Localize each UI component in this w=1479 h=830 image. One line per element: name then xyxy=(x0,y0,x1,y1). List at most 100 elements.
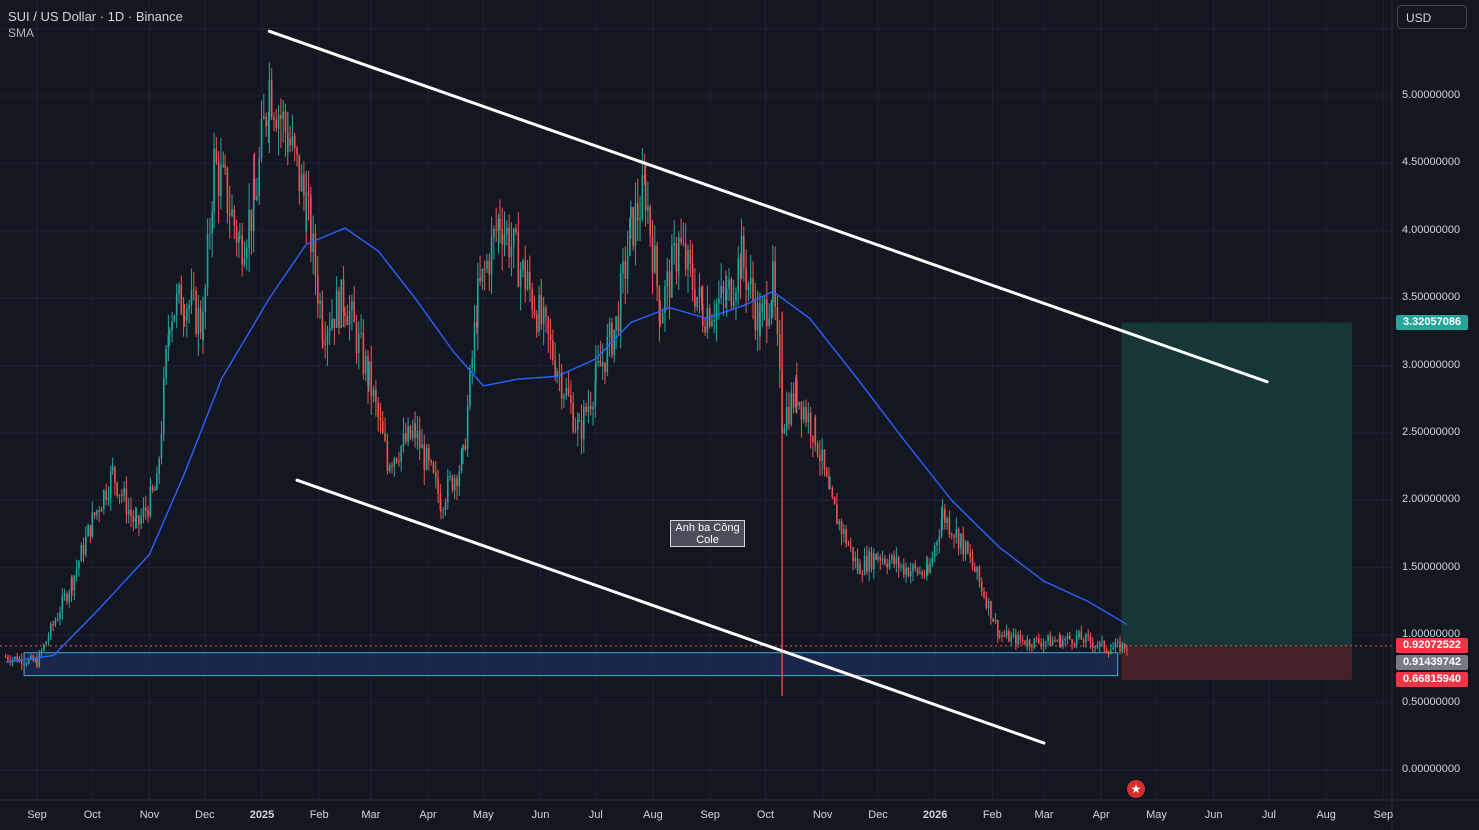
candle-body xyxy=(538,295,540,332)
candle-body xyxy=(840,520,843,534)
candle-body xyxy=(446,476,449,503)
candle-body xyxy=(870,551,873,570)
candle-body xyxy=(338,291,340,328)
candle-body xyxy=(411,430,414,439)
candle-body xyxy=(1089,636,1092,643)
candle-body xyxy=(1085,634,1087,643)
candle-body xyxy=(743,235,745,268)
candle-body xyxy=(823,449,826,470)
candle-body xyxy=(243,258,246,265)
candle-body xyxy=(391,465,393,467)
candle-body xyxy=(7,656,9,661)
candle-body xyxy=(838,520,841,525)
candle-body xyxy=(52,623,54,626)
candle-body xyxy=(724,292,727,301)
candle-body xyxy=(63,594,66,596)
candle-body xyxy=(649,206,652,236)
candle-body xyxy=(587,405,590,413)
candle-body xyxy=(763,299,766,305)
candle-body xyxy=(25,663,28,665)
candle-body xyxy=(473,322,476,359)
x-tick-label: Mar xyxy=(361,809,381,821)
us-flag-event-icon[interactable]: ★ xyxy=(1125,778,1147,800)
candle-body xyxy=(460,451,463,472)
y-tick-label: 4.00000000 xyxy=(1402,223,1461,236)
candle-body xyxy=(303,173,305,196)
candle-body xyxy=(698,287,701,297)
candle-body xyxy=(1123,643,1126,649)
candle-body xyxy=(34,658,37,662)
candle-body xyxy=(386,440,389,461)
x-tick-label: Nov xyxy=(812,809,833,821)
candle-body xyxy=(812,436,814,443)
candle-body xyxy=(946,518,948,523)
candle-body xyxy=(656,245,658,287)
candle-body xyxy=(437,477,439,494)
candle-body xyxy=(173,315,176,322)
candle-body xyxy=(1071,639,1073,645)
candle-body xyxy=(107,497,110,500)
candle-body xyxy=(400,446,403,462)
candle-body xyxy=(1078,631,1080,638)
candle-body xyxy=(316,275,319,304)
candle-body xyxy=(135,515,138,519)
candle-body xyxy=(451,476,454,491)
candle-body xyxy=(265,116,267,127)
candle-body xyxy=(854,558,857,562)
candle-body xyxy=(1075,635,1078,645)
currency-button[interactable]: USD xyxy=(1397,5,1467,29)
text-annotation[interactable]: Anh ba Công Cole xyxy=(670,520,745,547)
candle-body xyxy=(833,497,836,505)
candle-body xyxy=(971,557,974,567)
candle-body xyxy=(483,268,486,270)
candle-body xyxy=(368,361,370,386)
candle-body xyxy=(27,658,30,664)
candle-body xyxy=(619,273,622,332)
candle-body xyxy=(228,213,231,216)
candle-body xyxy=(1049,635,1052,646)
candle-body xyxy=(671,245,673,298)
candle-body xyxy=(552,340,554,361)
candle-body xyxy=(580,420,583,440)
candle-body xyxy=(739,258,742,280)
candle-body xyxy=(59,612,61,619)
candle-body xyxy=(490,236,493,275)
current-price-tag: 0.92072522 xyxy=(1396,637,1468,653)
candle-body xyxy=(955,529,958,538)
candle-body xyxy=(651,235,654,273)
candle-body xyxy=(933,545,936,557)
candle-body xyxy=(1024,640,1026,645)
candle-body xyxy=(994,620,997,622)
candle-body xyxy=(256,196,258,200)
candle-body xyxy=(493,229,495,237)
x-tick-label: Sep xyxy=(27,809,47,821)
candle-body xyxy=(730,279,733,307)
candle-body xyxy=(597,360,599,363)
candle-body xyxy=(118,494,121,496)
candle-body xyxy=(14,656,16,659)
candle-body xyxy=(428,448,430,461)
candle-body xyxy=(578,420,581,422)
candle-body xyxy=(720,285,722,299)
candle-body xyxy=(687,249,689,270)
sma-line xyxy=(5,227,1128,663)
x-tick-label: Dec xyxy=(868,809,888,821)
candle-body xyxy=(162,377,165,434)
candle-body xyxy=(168,330,171,335)
candle-body xyxy=(606,337,609,373)
candle-body xyxy=(921,571,924,576)
candle-body xyxy=(220,165,222,196)
candle-body xyxy=(962,533,965,555)
x-tick-label: Jul xyxy=(588,809,603,821)
symbol-title[interactable]: SUI / US Dollar · 1D · Binance xyxy=(8,9,183,24)
candle-body xyxy=(466,406,469,450)
candle-body xyxy=(1110,649,1112,654)
candle-body xyxy=(127,509,130,515)
candle-body xyxy=(766,299,768,327)
candle-body xyxy=(130,509,132,516)
indicator-label[interactable]: SMA xyxy=(8,26,35,40)
candle-body xyxy=(990,601,992,619)
candle-body xyxy=(340,279,343,328)
candle-body xyxy=(953,535,955,538)
